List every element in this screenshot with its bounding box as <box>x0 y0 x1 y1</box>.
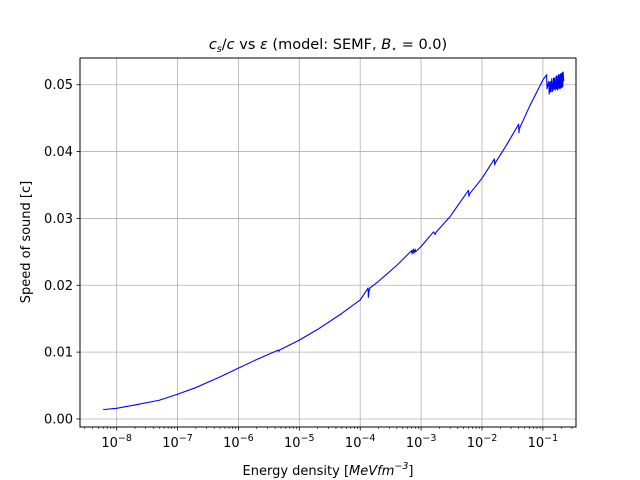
y-tick-label: 0.05 <box>44 78 73 93</box>
x-tick-label: 10−3 <box>406 433 437 451</box>
x-tick-label: 10−1 <box>528 433 559 451</box>
y-tick-label: 0.00 <box>44 412 73 427</box>
plot-frame <box>79 57 577 428</box>
x-tick-label: 10−5 <box>284 433 315 451</box>
series-line <box>103 71 565 411</box>
y-axis-label: Speed of sound [c] <box>19 181 34 303</box>
data-layer <box>103 71 565 411</box>
chart-title: cs/c vs ε (model: SEMF, B⋆ = 0.0) <box>209 37 447 55</box>
x-tick-label: 10−4 <box>345 433 376 451</box>
x-tick-label: 10−7 <box>162 433 193 451</box>
y-tick-label: 0.02 <box>44 279 73 294</box>
y-tick-label: 0.01 <box>44 346 73 361</box>
y-tick-label: 0.04 <box>44 145 73 160</box>
x-tick-label: 10−8 <box>101 433 132 451</box>
x-axis-label: Energy density [MeVfm−3] <box>243 461 414 479</box>
grid-layer <box>80 58 576 427</box>
y-tick-label: 0.03 <box>44 212 73 227</box>
tick-layer: 10−8 10−7 10−6 10−5 10−4 10−3 10−2 10−1 0.00 0.01… <box>44 78 573 451</box>
x-tick-label: 10−2 <box>467 433 498 451</box>
x-tick-label: 10−6 <box>223 433 254 451</box>
